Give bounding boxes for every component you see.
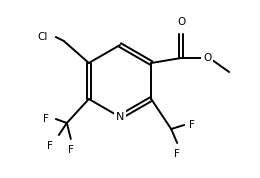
Text: O: O bbox=[177, 17, 185, 27]
Text: Cl: Cl bbox=[37, 32, 48, 42]
Text: F: F bbox=[47, 141, 53, 151]
Text: F: F bbox=[68, 145, 74, 155]
Text: N: N bbox=[116, 112, 124, 122]
Text: F: F bbox=[189, 120, 195, 130]
Text: O: O bbox=[203, 53, 211, 63]
Text: F: F bbox=[174, 149, 180, 159]
Text: F: F bbox=[43, 114, 49, 124]
